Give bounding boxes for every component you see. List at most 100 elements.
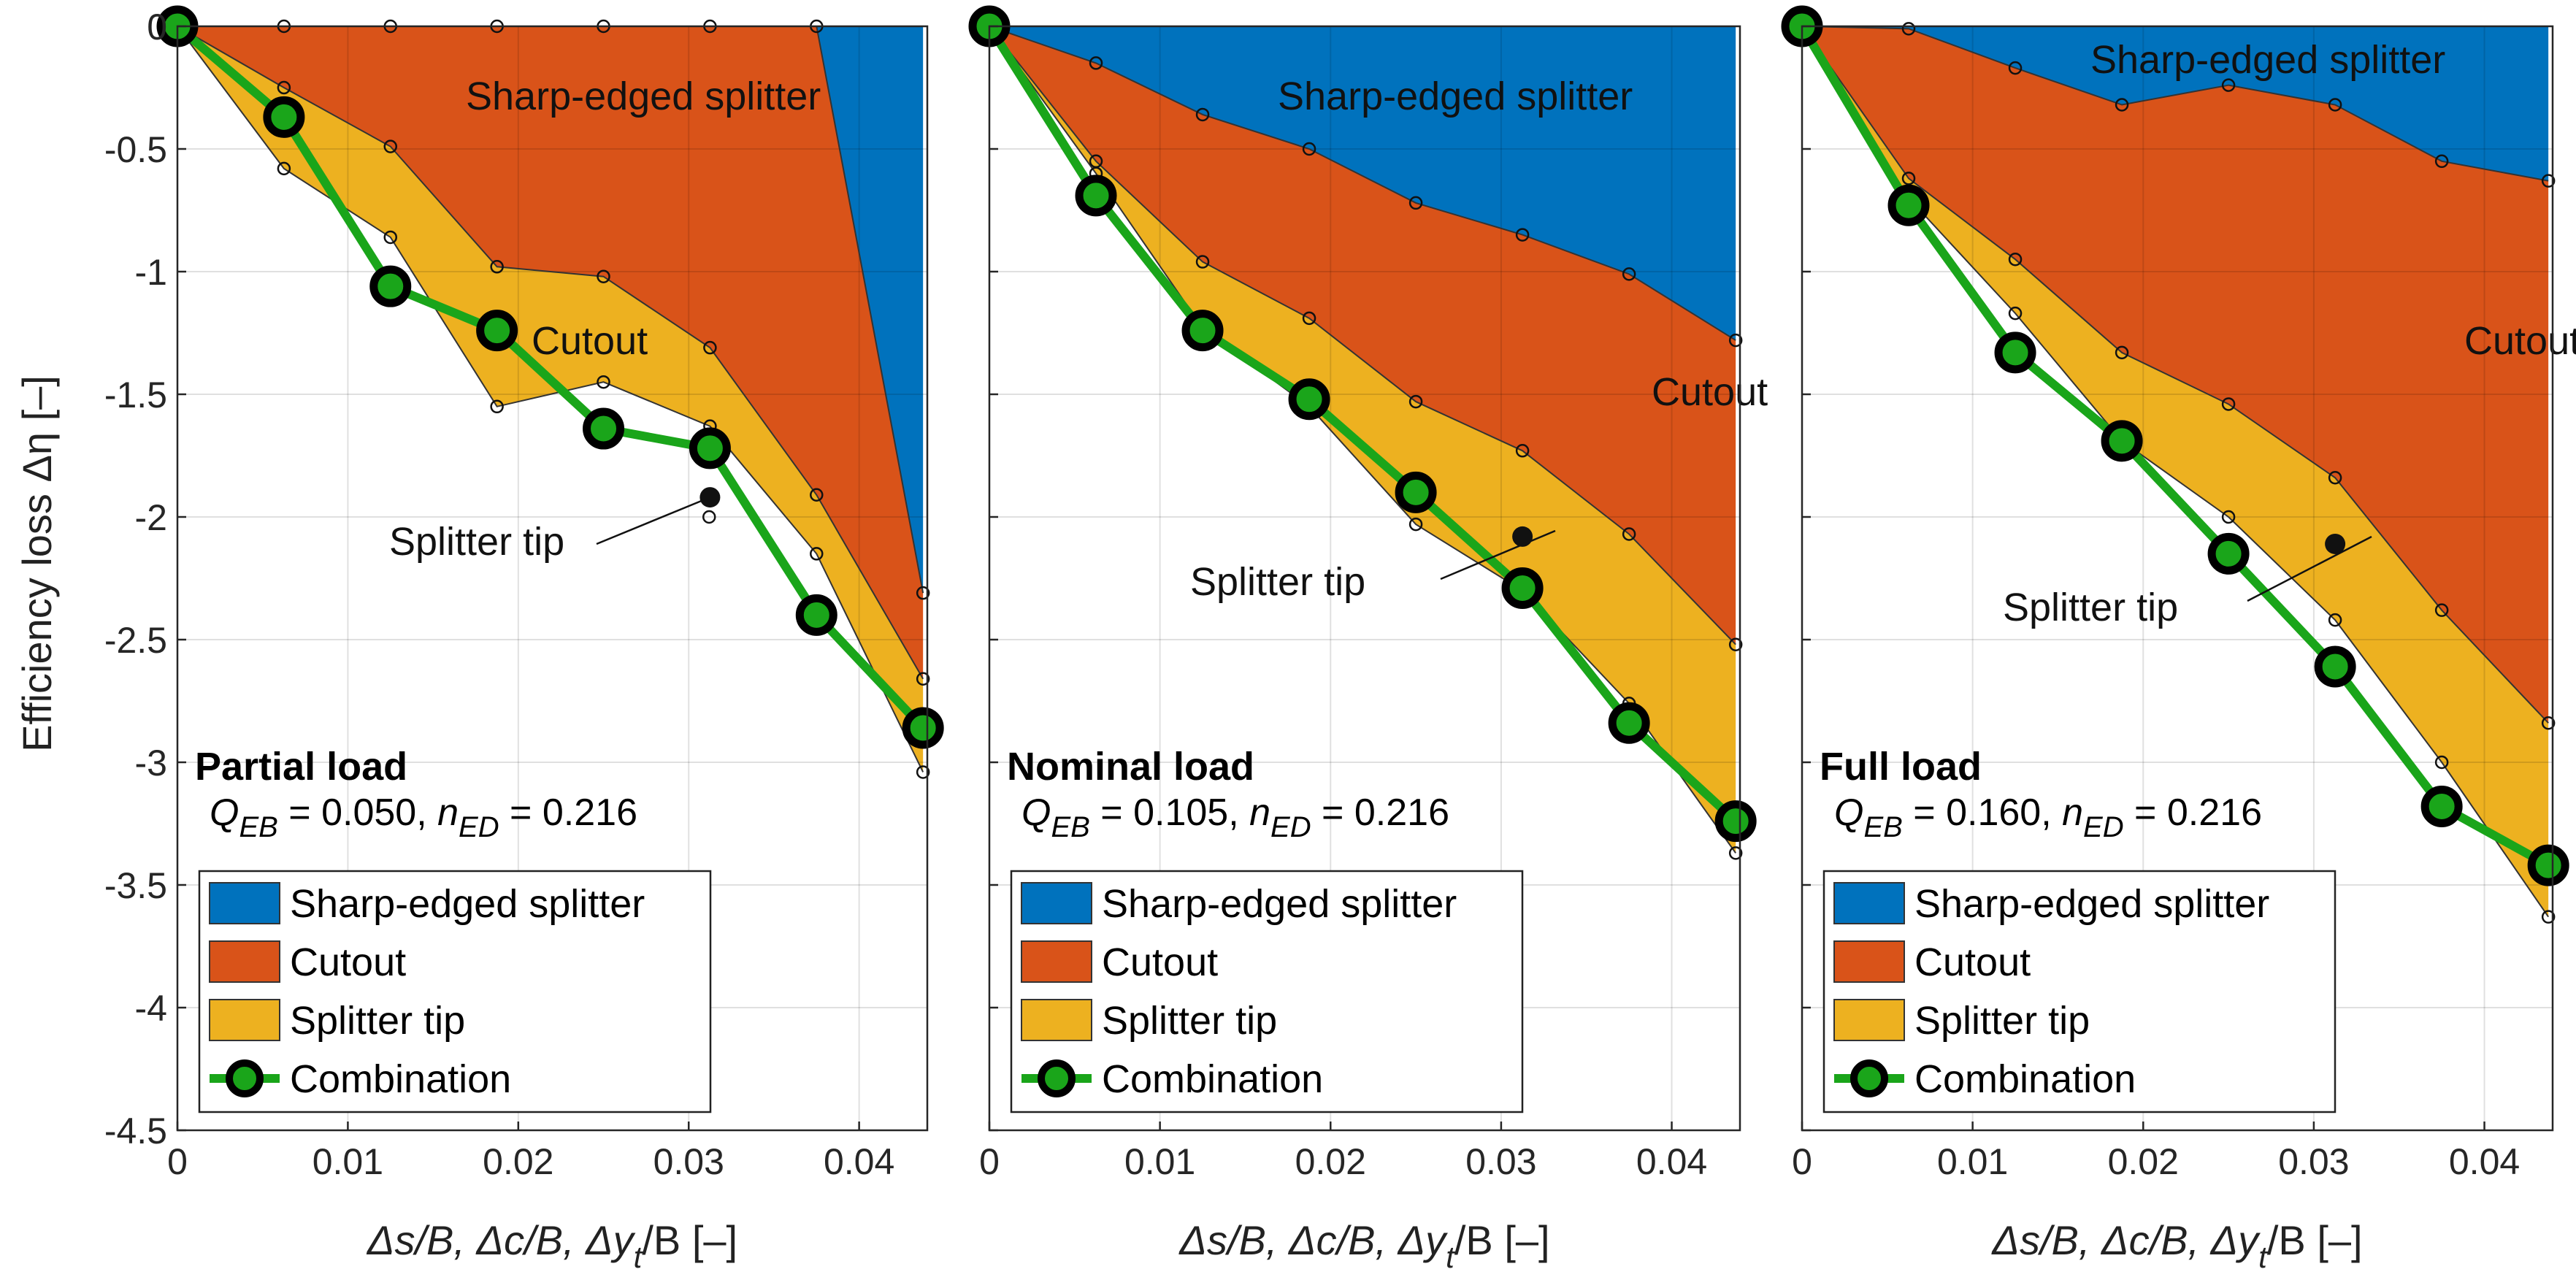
x-axis-label-part: t (1446, 1240, 1456, 1274)
x-tick-label: 0.03 (1465, 1141, 1536, 1182)
operating-point-part: ED (2083, 811, 2124, 843)
combination-marker (902, 707, 944, 749)
x-tick-label: 0.03 (2278, 1141, 2349, 1182)
boundary-cutout (177, 26, 924, 680)
operating-point-part: n (437, 791, 459, 834)
y-tick-label: -2 (135, 497, 167, 538)
cutout-marker (597, 269, 610, 283)
operating-point-part: = 0.050, (278, 791, 437, 834)
axes-frame (176, 25, 929, 1132)
x-axis-label-part: Δs/B, Δc/B, Δy (1990, 1217, 2261, 1263)
legend-label: Splitter tip (1914, 999, 2090, 1043)
tip-marker (1408, 517, 1423, 532)
x-tick-label: 0.01 (313, 1141, 383, 1182)
cutout-marker (277, 80, 291, 95)
operating-point: QEB = 0.105, nED = 0.216 (1021, 791, 1449, 843)
legend-label: Combination (1102, 1057, 1323, 1101)
cutout-marker (916, 672, 930, 686)
y-tick-label: -4.5 (104, 1111, 167, 1151)
legend-label: Combination (1914, 1057, 2136, 1101)
legend-label: Cutout (1914, 940, 2031, 984)
tip-marker (2434, 755, 2449, 770)
sharp-marker (1901, 22, 1916, 36)
combination-marker (2207, 532, 2250, 575)
sharp-marker (916, 586, 930, 600)
legend-label: Cutout (1102, 940, 1218, 984)
area-sharp-edged-splitter (1802, 26, 2549, 181)
x-tick-label: 0.02 (2108, 1141, 2179, 1182)
splitter-tip-dot (699, 487, 721, 508)
cutout-marker (1515, 444, 1530, 458)
cutout-marker (1195, 255, 1210, 269)
y-tick-label: -4 (135, 988, 167, 1029)
cutout-marker (1728, 637, 1743, 651)
legend-swatch (209, 882, 280, 924)
combination-marker (263, 96, 305, 138)
axes-frame (1801, 25, 2554, 1132)
label-cutout: Cutout (532, 319, 648, 363)
boundary-cutout (1801, 26, 2549, 724)
cutout-marker (2541, 716, 2556, 730)
operating-point-part: = 0.105, (1090, 791, 1249, 834)
cutout-marker (1302, 311, 1316, 326)
sharp-marker (2115, 98, 2129, 112)
x-tick-label: 0.02 (1295, 1141, 1366, 1182)
combination-marker (1395, 471, 1437, 513)
tip-marker (702, 510, 716, 524)
panel-title: Full load (1820, 745, 1982, 789)
sharp-marker (1302, 142, 1316, 156)
legend-label: Combination (290, 1057, 511, 1101)
combination-marker (1608, 702, 1650, 744)
legend-box (1010, 870, 1524, 1113)
cutout-marker (703, 340, 717, 355)
combination-marker (1075, 175, 1117, 217)
combination-marker (369, 265, 412, 307)
legend-swatch-marker (226, 1059, 264, 1097)
x-axis-label: Δs/B, Δc/B, Δyt/B [–] (1178, 1217, 1549, 1274)
operating-point-part: Q (1021, 791, 1051, 834)
y-tick-label: -3.5 (104, 865, 167, 906)
cutout-marker (1901, 172, 1916, 185)
operating-point-part: = 0.216 (1311, 791, 1449, 834)
tip-marker (2008, 306, 2023, 321)
tip-marker (2221, 510, 2236, 524)
sharp-marker (2328, 98, 2342, 112)
legend-swatch (1021, 999, 1092, 1041)
operating-point-part: EB (239, 811, 277, 843)
x-axis-label-part: Δs/B, Δc/B, Δy (1178, 1217, 1448, 1263)
x-axis-label: Δs/B, Δc/B, Δyt/B [–] (1990, 1217, 2362, 1274)
x-axis-label-part: /B [–] (2267, 1217, 2363, 1263)
label-cutout: Cutout (1652, 370, 1768, 414)
cutout-marker (383, 139, 398, 153)
tip-marker (597, 375, 610, 389)
legend-box (198, 870, 712, 1113)
boundary-sharp (989, 26, 1736, 341)
label-splitter-tip: Splitter tip (2003, 586, 2178, 629)
combination-line (1798, 23, 2551, 870)
operating-point-part: ED (459, 811, 499, 843)
combination-marker (689, 427, 731, 469)
splitter-tip-leader (596, 499, 704, 545)
legend-swatch-marker (1038, 1059, 1076, 1097)
operating-point: QEB = 0.050, nED = 0.216 (210, 791, 637, 843)
operating-point-part: EB (1863, 811, 1902, 843)
x-axis-label-part: /B [–] (642, 1217, 737, 1263)
legend-swatch (209, 999, 280, 1041)
boundary-tip (177, 26, 924, 773)
combination-marker (1994, 331, 2036, 374)
sharp-marker (2434, 154, 2449, 169)
y-tick-label: -3 (135, 743, 167, 783)
legend-label: Sharp-edged splitter (1102, 882, 1457, 926)
combination-marker (1714, 800, 1757, 843)
tip-marker (2541, 910, 2556, 924)
tip-marker (1728, 846, 1743, 860)
x-tick-label: 0 (1792, 1141, 1812, 1182)
legend-label: Sharp-edged splitter (1914, 882, 2269, 926)
area-sharp-edged-splitter (989, 26, 1736, 341)
x-tick-label: 0.04 (2449, 1141, 2520, 1182)
legend-swatch (1021, 882, 1092, 924)
cutout-marker (1408, 394, 1423, 409)
cutout-marker (810, 488, 824, 502)
label-cutout: Cutout (2464, 319, 2576, 363)
